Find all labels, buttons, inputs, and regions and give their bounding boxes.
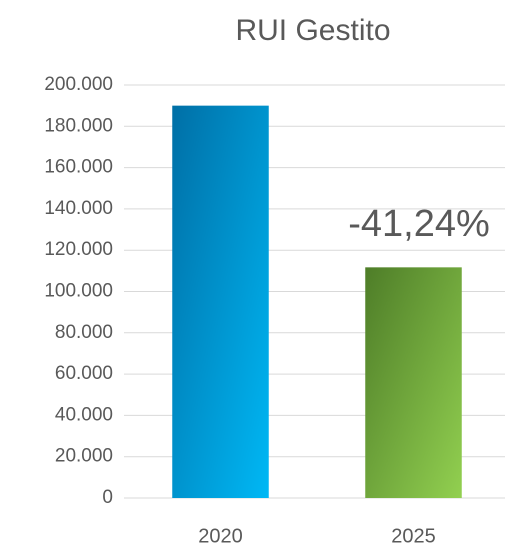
annotation: -41,24% [348,203,490,245]
y-tick-label: 60.000 [55,363,113,384]
y-tick-label: 160.000 [44,157,113,178]
y-tick-label: 120.000 [44,239,113,260]
y-tick-label: 80.000 [55,322,113,343]
y-tick-label: 140.000 [44,198,113,219]
y-tick-label: 0 [102,487,113,508]
y-tick-label: 40.000 [55,404,113,425]
y-tick-label: 180.000 [44,115,113,136]
y-tick-label: 200.000 [44,74,113,95]
x-tick-label: 2025 [391,525,436,547]
y-tick-label: 100.000 [44,281,113,302]
chart-title: RUI Gestito [235,14,390,47]
y-tick-label: 20.000 [55,446,113,467]
bar [172,105,269,499]
bar [365,267,462,498]
x-tick-label: 2020 [198,525,243,547]
